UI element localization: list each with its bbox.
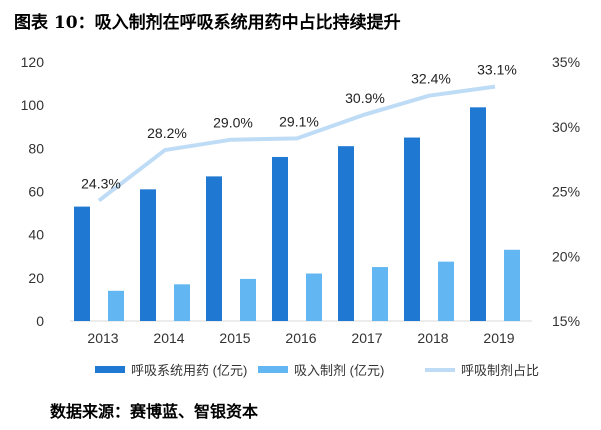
legend-label: 吸入制剂 (亿元): [294, 363, 384, 378]
ratio-data-label: 29.0%: [213, 115, 253, 131]
respiratory-drug-bar: [272, 156, 288, 321]
ratio-line: [97, 84, 496, 203]
legend-label: 呼吸制剂占比: [461, 363, 539, 378]
inhalation-bar: [240, 278, 256, 321]
x-axis-tick-label: 2013: [87, 330, 118, 346]
left-axis-ticks: 0 20 40 60 80 100 120: [21, 54, 45, 329]
right-axis-tick-label: 35%: [552, 54, 580, 70]
ratio-data-label: 33.1%: [477, 62, 517, 78]
right-axis-tick-label: 20%: [552, 248, 580, 264]
left-axis-tick-label: 100: [21, 97, 45, 113]
respiratory-drug-bar: [470, 107, 486, 321]
respiratory-drug-bar: [404, 137, 420, 321]
legend: 呼吸系统用药 (亿元) 吸入制剂 (亿元) 呼吸制剂占比: [95, 363, 539, 378]
legend-swatch: [258, 366, 288, 373]
legend-label: 呼吸系统用药 (亿元): [131, 363, 247, 378]
respiratory-drug-bar: [206, 176, 222, 321]
inhalation-bar: [438, 261, 454, 321]
right-axis-tick-label: 30%: [552, 119, 580, 135]
x-axis-tick-label: 2017: [351, 330, 382, 346]
respiratory-drug-bar: [74, 206, 90, 321]
chart: 0 20 40 60 80 100 120 15% 20% 25% 30% 35% 2013 2014…: [21, 54, 580, 378]
ratio-data-label: 30.9%: [345, 90, 385, 106]
ratio-data-label: 29.1%: [279, 113, 319, 129]
source-note: 数据来源：赛博蓝、智银资本: [50, 402, 259, 421]
chart-title: 图表 10：吸入制剂在呼吸系统用药中占比持续提升: [14, 13, 401, 33]
right-axis-tick-label: 25%: [552, 184, 580, 200]
left-axis-tick-label: 40: [28, 227, 44, 243]
x-axis-tick-label: 2015: [219, 330, 250, 346]
respiratory-drug-bar: [140, 189, 156, 321]
bars: [74, 107, 520, 321]
x-axis-tick-label: 2014: [153, 330, 184, 346]
ratio-data-label: 28.2%: [147, 125, 187, 141]
left-axis-tick-label: 20: [28, 270, 44, 286]
left-axis-tick-label: 60: [28, 184, 44, 200]
left-axis-tick-label: 120: [21, 54, 45, 70]
left-axis-tick-label: 80: [28, 140, 44, 156]
right-axis-ticks: 15% 20% 25% 30% 35%: [552, 54, 580, 329]
ratio-data-label: 24.3%: [81, 176, 121, 192]
left-axis-tick-label: 0: [36, 313, 44, 329]
ratio-data-label: 32.4%: [411, 71, 451, 87]
inhalation-bar: [372, 267, 388, 321]
x-axis-tick-label: 2018: [417, 330, 448, 346]
legend-swatch: [95, 366, 125, 373]
x-axis-tick-label: 2019: [483, 330, 514, 346]
inhalation-bar: [174, 284, 190, 321]
respiratory-drug-bar: [338, 146, 354, 321]
right-axis-tick-label: 15%: [552, 313, 580, 329]
x-axis-tick-label: 2016: [285, 330, 316, 346]
ratio-line-group: 24.3% 28.2% 29.0% 29.1% 30.9% 32.4% 33.1%: [81, 62, 517, 203]
inhalation-bar: [504, 249, 520, 321]
x-axis-ticks: 2013 2014 2015 2016 2017 2018 2019: [87, 330, 514, 346]
inhalation-bar: [306, 273, 322, 321]
inhalation-bar: [108, 290, 124, 321]
